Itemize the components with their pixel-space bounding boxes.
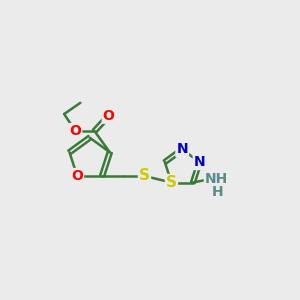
Text: S: S <box>166 175 177 190</box>
Text: O: O <box>71 169 83 183</box>
Text: O: O <box>103 109 115 123</box>
Text: O: O <box>69 124 81 138</box>
Text: NH: NH <box>205 172 228 186</box>
Text: S: S <box>139 169 150 184</box>
Text: N: N <box>176 142 188 157</box>
Text: N: N <box>194 155 206 169</box>
Text: H: H <box>211 185 223 199</box>
